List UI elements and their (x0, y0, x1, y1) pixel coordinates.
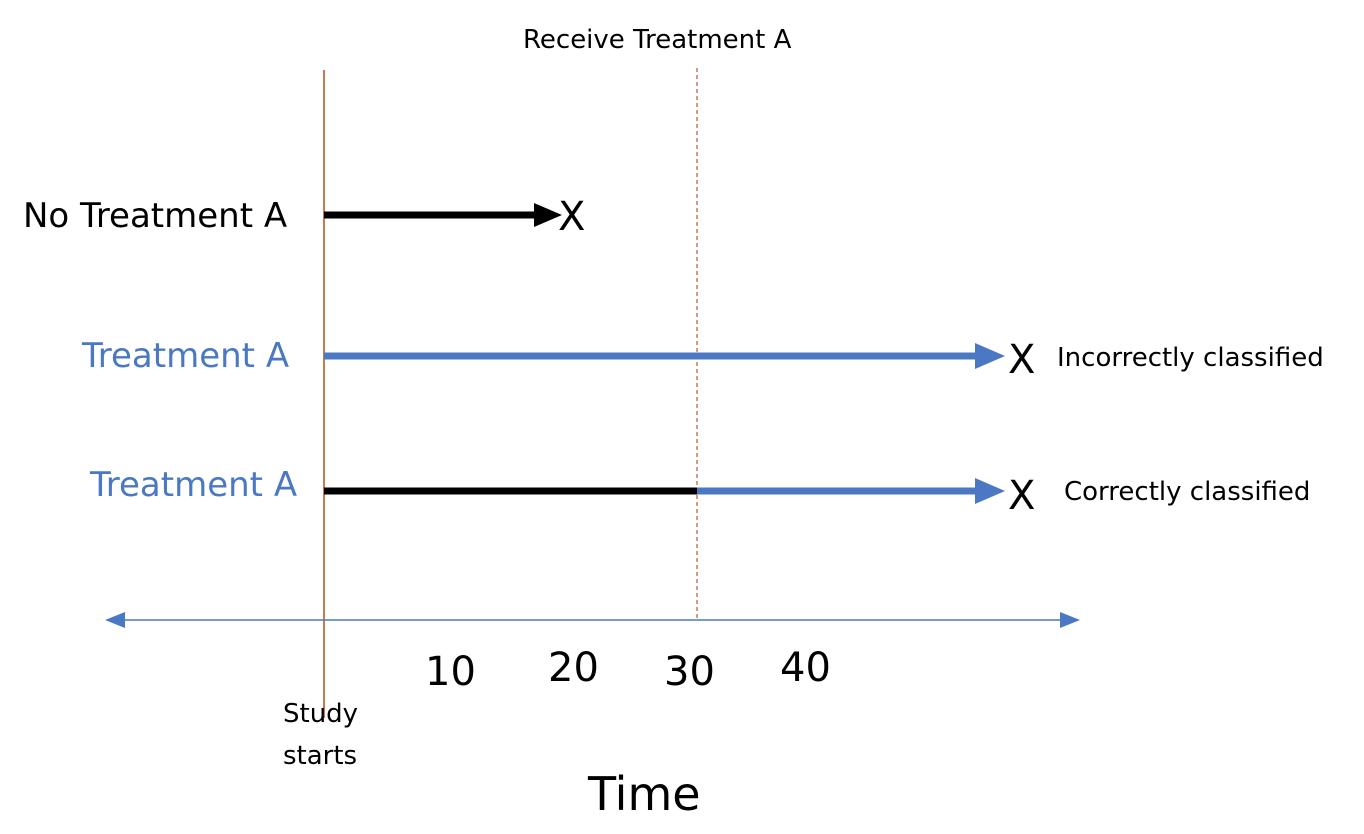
row1-event-mark: X (558, 194, 586, 240)
time-axis-title: Time (588, 767, 701, 821)
tick-label-10: 10 (425, 649, 476, 695)
receive-treatment-label: Receive Treatment A (523, 25, 792, 55)
row3-event-mark: X (1008, 473, 1036, 519)
study-starts-label-line1: Study (283, 699, 359, 729)
row2-event-mark: X (1008, 337, 1036, 383)
row3-note: Correctly classified (1064, 477, 1311, 507)
row2-label: Treatment A (82, 336, 290, 376)
row2-note: Incorrectly classified (1057, 343, 1324, 373)
study-starts-label-line2: starts (283, 741, 358, 771)
row1-label: No Treatment A (23, 196, 288, 236)
time-axis-right-arrowhead (1060, 612, 1080, 628)
row3-label: Treatment A (90, 465, 298, 505)
tick-label-30: 30 (664, 649, 715, 695)
tick-label-40: 40 (780, 645, 831, 691)
row2-arrowhead (975, 343, 1005, 369)
tick-label-20: 20 (548, 645, 599, 691)
row3-arrowhead (975, 478, 1005, 504)
time-axis-left-arrowhead (105, 612, 125, 628)
row1-arrowhead (534, 203, 562, 227)
